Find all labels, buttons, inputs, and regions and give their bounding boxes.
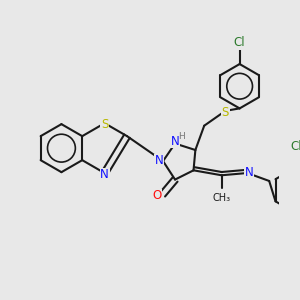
Text: Cl: Cl xyxy=(291,140,300,153)
Text: S: S xyxy=(101,118,108,131)
Text: N: N xyxy=(155,154,164,167)
Text: N: N xyxy=(100,168,109,181)
Text: Cl: Cl xyxy=(234,36,245,49)
Text: N: N xyxy=(171,135,179,148)
Text: H: H xyxy=(178,132,185,141)
Text: CH₃: CH₃ xyxy=(212,193,231,203)
Text: N: N xyxy=(245,166,254,179)
Text: O: O xyxy=(152,189,162,203)
Text: S: S xyxy=(222,106,229,119)
